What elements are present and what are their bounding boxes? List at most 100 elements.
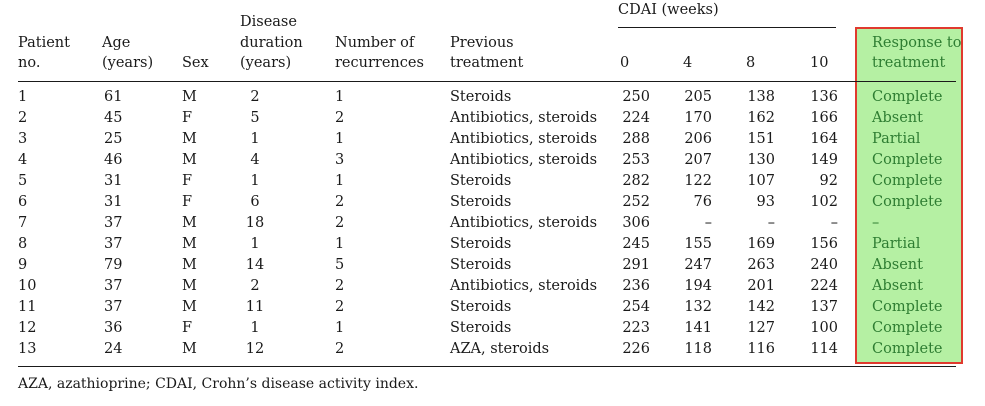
table-footnote: AZA, azathioprine; CDAI, Crohn’s disease… — [18, 376, 419, 392]
cell-sex: M — [182, 278, 197, 294]
cell-cdai-week-8: 162 — [747, 110, 775, 126]
header-duration-line2: duration — [240, 35, 303, 51]
cdai-group-rule — [618, 27, 836, 28]
cell-cdai-week-0: 223 — [622, 320, 650, 336]
cell-previous-treatment: Steroids — [450, 257, 512, 273]
cell-cdai-week-0: 224 — [622, 110, 650, 126]
cell-previous-treatment: AZA, steroids — [450, 341, 550, 357]
cell-previous-treatment: Antibiotics, steroids — [450, 110, 598, 126]
header-recurrences-line1: Number of — [335, 35, 415, 51]
cell-patient-no: 4 — [18, 152, 28, 168]
header-age-line1: Age — [102, 35, 131, 51]
cell-recurrences: 1 — [335, 236, 345, 252]
cell-cdai-week-8: 130 — [747, 152, 775, 168]
cell-cdai-week-0: 288 — [622, 131, 650, 147]
cell-sex: M — [182, 299, 197, 315]
cell-sex: M — [182, 215, 197, 231]
header-recurrences-line2: recurrences — [335, 55, 424, 71]
cell-recurrences: 2 — [335, 194, 345, 210]
cell-age: 25 — [104, 131, 123, 147]
cell-age: 37 — [104, 299, 123, 315]
cell-patient-no: 11 — [18, 299, 37, 315]
cell-sex: F — [182, 173, 193, 189]
cell-response: Partial — [872, 131, 921, 147]
cell-cdai-week-4: 205 — [684, 89, 712, 105]
header-week-4: 4 — [683, 55, 693, 71]
cell-sex: M — [182, 257, 197, 273]
cell-cdai-week-4: 141 — [684, 320, 712, 336]
cell-response: – — [872, 215, 880, 231]
cell-cdai-week-0: 250 — [622, 89, 650, 105]
cell-recurrences: 1 — [335, 89, 345, 105]
cell-patient-no: 5 — [18, 173, 28, 189]
cell-patient-no: 13 — [18, 341, 37, 357]
response-column-highlight — [855, 27, 963, 364]
cell-sex: M — [182, 341, 197, 357]
cell-patient-no: 2 — [18, 110, 28, 126]
cell-patient-no: 3 — [18, 131, 28, 147]
cell-previous-treatment: Antibiotics, steroids — [450, 152, 598, 168]
header-patient-line2: no. — [18, 55, 41, 71]
cell-duration: 18 — [245, 215, 265, 231]
table-bottom-rule — [18, 366, 956, 367]
cell-response: Complete — [872, 320, 943, 336]
cell-duration: 6 — [250, 194, 260, 210]
cell-previous-treatment: Antibiotics, steroids — [450, 215, 598, 231]
cell-cdai-week-10: 137 — [810, 299, 838, 315]
cell-previous-treatment: Steroids — [450, 194, 512, 210]
header-previous-line1: Previous — [450, 35, 514, 51]
cell-duration: 2 — [250, 278, 260, 294]
cell-cdai-week-10: 224 — [810, 278, 838, 294]
cell-response: Complete — [872, 89, 943, 105]
cell-cdai-week-0: 291 — [622, 257, 650, 273]
cell-cdai-week-8: 127 — [747, 320, 775, 336]
cell-response: Complete — [872, 341, 943, 357]
cell-response: Complete — [872, 173, 943, 189]
cell-duration: 1 — [250, 131, 260, 147]
cell-patient-no: 10 — [18, 278, 37, 294]
header-duration-line1: Disease — [240, 14, 297, 30]
cell-sex: F — [182, 194, 193, 210]
cell-cdai-week-10: 164 — [810, 131, 838, 147]
cell-cdai-week-0: 226 — [622, 341, 650, 357]
cell-age: 79 — [104, 257, 123, 273]
cell-sex: M — [182, 89, 197, 105]
cell-age: 31 — [104, 194, 123, 210]
cell-age: 36 — [104, 320, 123, 336]
cell-patient-no: 12 — [18, 320, 37, 336]
cell-cdai-week-0: 253 — [622, 152, 650, 168]
cell-age: 37 — [104, 215, 123, 231]
cell-sex: M — [182, 152, 197, 168]
cell-cdai-week-4: 247 — [684, 257, 712, 273]
cell-recurrences: 1 — [335, 320, 345, 336]
cell-previous-treatment: Steroids — [450, 89, 512, 105]
cell-recurrences: 2 — [335, 110, 345, 126]
cell-duration: 1 — [250, 236, 260, 252]
cell-patient-no: 9 — [18, 257, 28, 273]
cell-cdai-week-4: 132 — [684, 299, 712, 315]
cell-cdai-week-10: 102 — [810, 194, 838, 210]
header-age-line2: (years) — [102, 55, 154, 71]
cell-recurrences: 2 — [335, 299, 345, 315]
cell-recurrences: 2 — [335, 215, 345, 231]
cell-response: Complete — [872, 152, 943, 168]
cell-sex: M — [182, 131, 197, 147]
cell-sex: F — [182, 110, 193, 126]
cell-duration: 2 — [250, 89, 260, 105]
header-sex: Sex — [182, 55, 209, 71]
cell-previous-treatment: Steroids — [450, 236, 512, 252]
cell-cdai-week-8: 142 — [747, 299, 775, 315]
cell-cdai-week-8: 138 — [747, 89, 775, 105]
cell-patient-no: 7 — [18, 215, 28, 231]
cell-cdai-week-8: 201 — [747, 278, 775, 294]
header-week-0: 0 — [620, 55, 630, 71]
cell-cdai-week-4: 122 — [684, 173, 712, 189]
cell-previous-treatment: Antibiotics, steroids — [450, 131, 598, 147]
cell-age: 61 — [104, 89, 123, 105]
cell-cdai-week-10: 100 — [810, 320, 838, 336]
cell-cdai-week-10: 149 — [810, 152, 838, 168]
cell-cdai-week-4: 194 — [684, 278, 712, 294]
cell-age: 37 — [104, 236, 123, 252]
cell-response: Absent — [872, 257, 923, 273]
